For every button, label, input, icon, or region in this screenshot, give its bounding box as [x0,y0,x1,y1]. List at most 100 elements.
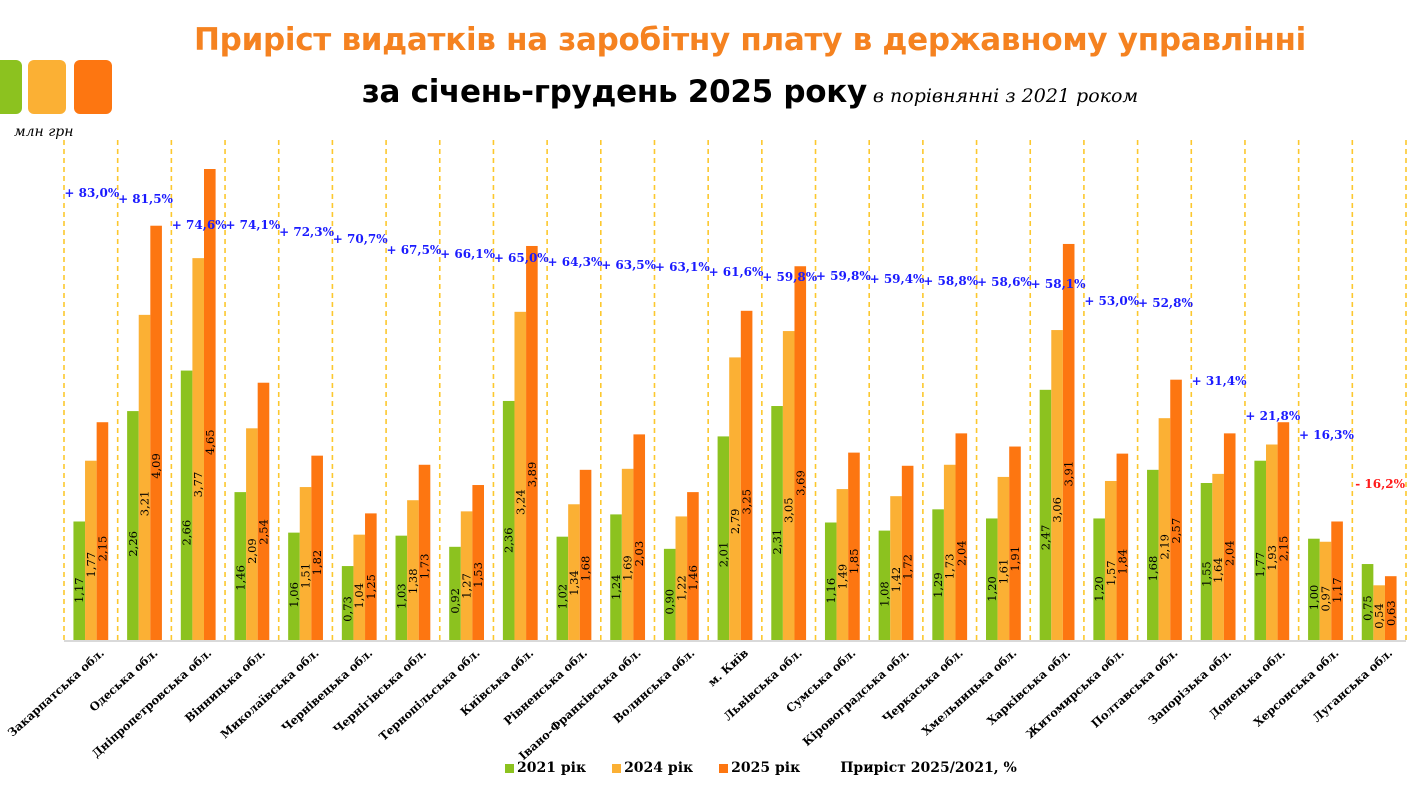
value-label: 1,38 [406,568,420,594]
value-label: 1,69 [621,555,635,581]
growth-label: + 70,7% [333,232,388,246]
bar-2025 [150,225,162,640]
value-label: 1,24 [609,574,623,600]
x-tick-label: Житомирська обл. [1023,646,1127,741]
value-label: 2,01 [716,542,730,568]
growth-label: + 59,8% [816,269,871,283]
bar-2025 [1384,576,1397,640]
value-label: 1,20 [1092,576,1106,602]
bar-2021 [878,530,891,640]
bar-2024 [407,500,419,640]
bar-2021 [73,521,86,640]
value-label: 2,31 [770,529,784,555]
value-label: 2,15 [1276,536,1290,562]
bar-2025 [526,245,538,640]
logo-square-orange [74,60,112,114]
legend-swatch-2024 [612,763,622,773]
legend-swatch-2021 [505,763,514,773]
value-label: 1,04 [352,583,366,609]
value-label: 3,69 [793,470,807,496]
value-label: 1,82 [310,550,324,576]
value-label: 1,68 [579,556,593,582]
value-label: 1,53 [471,562,485,588]
bar-2024 [836,489,849,640]
value-label: 1,72 [901,554,915,580]
value-label: 0,54 [1372,603,1386,629]
x-tick-label: Тернопільська обл. [376,646,483,744]
value-label: 0,75 [1361,595,1375,621]
bar-2025 [794,266,807,640]
bar-2024 [1051,330,1063,640]
value-label: 2,57 [1169,518,1183,544]
value-label: 1,46 [233,565,247,591]
growth-label: + 63,5% [601,258,656,272]
bar-2024 [621,468,634,640]
value-label: 2,54 [256,519,270,545]
bar-2021 [1308,538,1320,640]
legend-label-2021: 2021 рік [517,760,587,776]
bar-2025 [1331,521,1343,640]
value-label: 4,09 [149,453,163,479]
bar-2021 [1200,483,1213,640]
bar-2024 [943,464,956,640]
bar-2024 [514,311,527,640]
bar-2025 [687,492,699,640]
bar-2024 [192,258,204,640]
growth-label: + 65,0% [494,251,549,265]
bar-2021 [610,514,622,640]
bar-2024 [729,357,741,640]
bar-2025 [633,434,646,640]
bar-2021 [1361,564,1374,640]
bar-2024 [997,476,1010,640]
x-tick-label: Миколаївська обл. [218,646,322,742]
value-label: 1,22 [674,575,688,601]
value-label: 1,25 [364,574,378,600]
bar-2021 [449,546,461,640]
value-label: 1,08 [877,581,891,607]
bar-2021 [395,535,408,640]
value-label: 1,73 [418,554,432,580]
legend-swatch-2025 [719,763,729,773]
growth-label: + 74,1% [225,218,280,232]
value-label: 2,47 [1038,525,1052,551]
value-label: 1,84 [1115,549,1129,575]
value-label: 2,09 [245,538,259,564]
subtitle-comparison: в порівнянні з 2021 роком [872,85,1139,107]
bar-2021 [502,400,515,640]
growth-label: + 53,0% [1084,294,1139,308]
growth-label: + 61,6% [709,265,764,279]
bar-2024 [1373,585,1385,640]
growth-label: - 16,2% [1355,477,1405,491]
value-label: 0,90 [663,589,677,615]
value-label: 2,66 [180,520,194,546]
value-label: 3,91 [1062,461,1076,487]
bar-2024 [1319,541,1332,640]
legend: 2021 рік 2024 рік 2025 рік Приріст 2025/… [505,760,1017,776]
bar-2021 [556,536,569,640]
bar-2021 [932,509,944,640]
bar-2024 [675,516,688,640]
value-label: 1,77 [1253,552,1267,578]
chart-subtitle: за січень-грудень 2025 року в порівнянні … [160,74,1340,110]
x-tick-label: Чернігівська обл. [330,646,429,737]
growth-label: + 59,4% [870,272,925,286]
bar-2021 [127,411,139,640]
growth-label: + 63,1% [655,260,710,274]
value-label: 1,68 [1146,556,1160,582]
value-label: 2,19 [1157,534,1171,560]
value-label: 0,63 [1384,600,1398,626]
bar-2025 [848,452,860,640]
bar-2025 [472,485,484,640]
bar-2024 [568,504,580,640]
value-label: 1,02 [555,584,569,610]
bar-2024 [138,314,151,640]
y-axis-unit-label: млн грн [14,124,74,140]
value-label: 3,24 [513,489,527,515]
bar-2021 [341,566,354,640]
x-tick-labels: Закарпатська обл.Одеська обл.Дніпропетро… [5,646,1395,763]
bar-2021 [1254,460,1266,640]
value-label: 1,91 [1008,546,1022,572]
bar-2024 [890,496,902,640]
value-label: 1,73 [943,554,957,580]
bar-2021 [986,518,998,640]
